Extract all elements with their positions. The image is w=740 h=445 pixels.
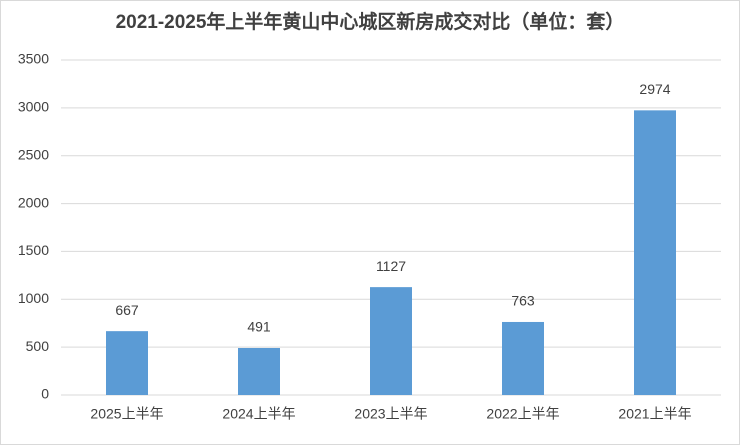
data-label: 491 [247,319,271,335]
bar [502,321,544,395]
y-tick-label: 500 [26,338,50,354]
data-label: 1127 [376,258,406,274]
x-tick-label: 2023上半年 [354,406,427,422]
x-tick-label: 2021上半年 [618,406,691,422]
x-tick-label: 2024上半年 [222,406,295,422]
y-tick-label: 1500 [18,242,49,258]
bar [370,287,412,395]
y-tick-label: 3000 [18,99,49,115]
chart-title: 2021-2025年上半年黄山中心城区新房成交对比（单位：套） [116,10,625,33]
y-tick-label: 1000 [18,290,49,306]
data-label: 763 [511,293,535,309]
x-tick-label: 2022上半年 [486,406,559,422]
bar [106,331,148,395]
bar [238,348,280,395]
x-tick-label: 2025上半年 [90,406,163,422]
y-tick-label: 0 [41,386,49,402]
data-label: 667 [115,302,139,318]
data-label: 2974 [639,81,670,97]
y-tick-label: 2500 [18,146,49,162]
bar [634,110,676,396]
y-tick-label: 3500 [18,51,49,67]
y-tick-label: 2000 [18,194,49,210]
